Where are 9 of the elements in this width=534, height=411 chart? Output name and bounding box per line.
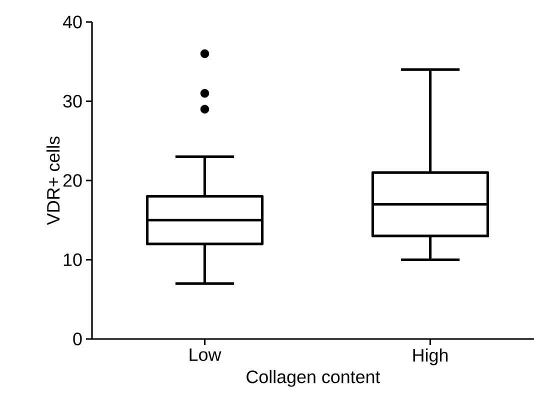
y-tick-label: 0 bbox=[73, 332, 82, 346]
y-axis-title: VDR+ cells bbox=[46, 136, 60, 226]
x-tick-label: High bbox=[413, 348, 448, 366]
y-tick-label: 30 bbox=[63, 94, 82, 108]
y-tick-label: 40 bbox=[62, 16, 82, 28]
y-tick-label: 10 bbox=[64, 253, 82, 266]
y-tick-label: 20 bbox=[63, 174, 82, 187]
x-axis-title: Collagen content bbox=[246, 370, 380, 387]
x-tick-label: Low bbox=[190, 348, 222, 362]
